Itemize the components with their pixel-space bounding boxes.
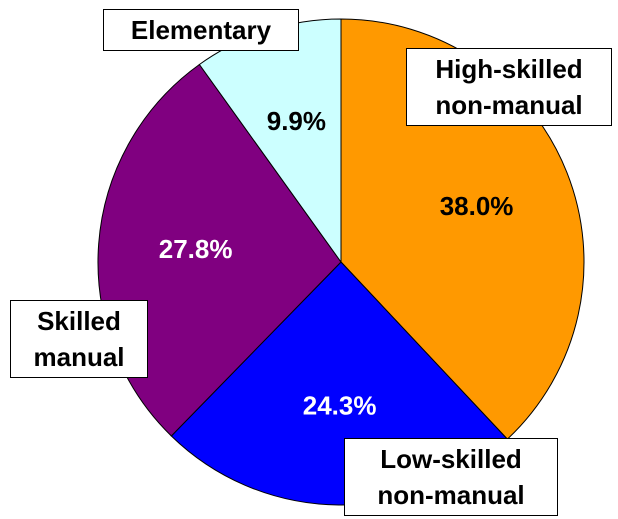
pie-slice: [97, 63, 342, 437]
value-label: 24.3%: [303, 391, 377, 421]
category-label: High-skilled non-manual: [406, 48, 612, 126]
category-label: Skilled manual: [10, 300, 148, 378]
value-label: 27.8%: [159, 234, 233, 264]
value-label: 38.0%: [440, 191, 514, 221]
value-label: 9.9%: [267, 106, 326, 136]
category-label: Low-skilled non-manual: [344, 438, 558, 516]
category-label: Elementary: [103, 9, 299, 51]
